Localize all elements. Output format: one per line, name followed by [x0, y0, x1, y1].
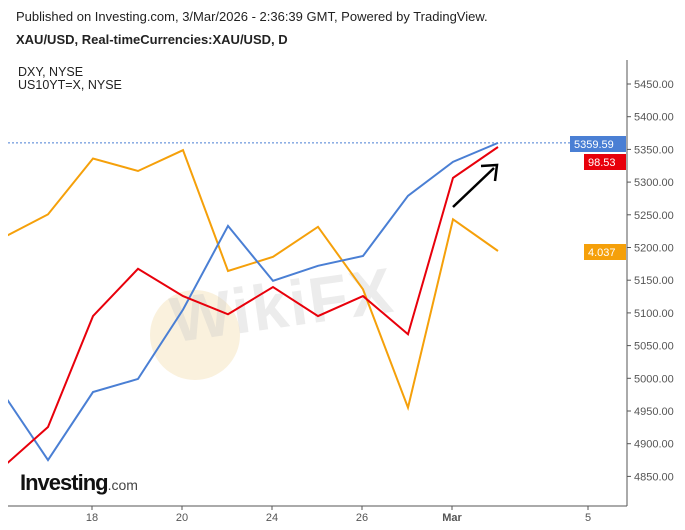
symbol-title: XAU/USD, Real-timeCurrencies:XAU/USD, D — [16, 32, 288, 47]
logo-suffix: .com — [107, 477, 138, 493]
logo-main: Investing — [20, 470, 109, 495]
last-value-label: 5359.59 — [574, 139, 614, 151]
arrow-icon — [452, 167, 495, 208]
series-line-dxy-nyse — [8, 146, 499, 464]
y-tick-label: 5300.00 — [634, 177, 674, 189]
published-note: Published on Investing.com, 3/Mar/2026 -… — [16, 9, 488, 24]
y-tick-label: 4900.00 — [634, 439, 674, 451]
x-tick-label: 5 — [585, 512, 591, 524]
legend-us10y: US10YT=X, NYSE — [18, 78, 122, 92]
x-tick-label: 20 — [176, 512, 188, 524]
last-value-label: 98.53 — [588, 157, 616, 169]
last-value-badge — [584, 244, 626, 260]
watermark-emblem — [150, 290, 240, 380]
last-value-label: 4.037 — [588, 247, 616, 259]
y-tick-label: 4850.00 — [634, 471, 674, 483]
y-tick-label: 5100.00 — [634, 308, 674, 320]
y-tick-label: 5050.00 — [634, 341, 674, 353]
x-tick-label: 26 — [356, 512, 368, 524]
legend-dxy: DXY, NYSE — [18, 65, 84, 79]
last-value-badge — [570, 136, 626, 152]
y-tick-label: 5200.00 — [634, 243, 674, 255]
y-tick-label: 5350.00 — [634, 144, 674, 156]
x-tick-label: 18 — [86, 512, 98, 524]
series-line-us10yt-x-nyse — [8, 148, 499, 412]
y-tick-label: 5450.00 — [634, 79, 674, 91]
arrow-head-icon — [480, 163, 499, 182]
y-tick-label: 5250.00 — [634, 210, 674, 222]
x-tick-label: Mar — [442, 512, 462, 524]
y-tick-label: 5000.00 — [634, 373, 674, 385]
investing-logo: Investing.com — [20, 470, 138, 496]
y-tick-label: 4950.00 — [634, 406, 674, 418]
x-tick-label: 24 — [266, 512, 278, 524]
y-tick-label: 5150.00 — [634, 275, 674, 287]
last-value-badge — [584, 154, 626, 170]
series-line-xau-usd — [8, 141, 499, 462]
y-tick-label: 5400.00 — [634, 112, 674, 124]
